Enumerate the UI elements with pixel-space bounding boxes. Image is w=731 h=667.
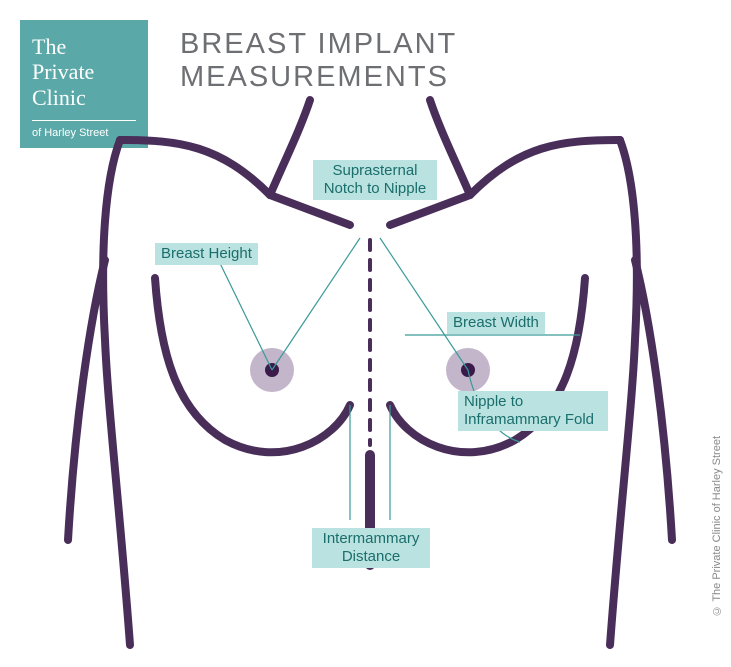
label-suprasternal-l1: Suprasternal — [332, 162, 417, 179]
copyright-text: © The Private Clinic of Harley Street — [711, 436, 723, 617]
label-suprasternal-l2: Notch to Nipple — [324, 180, 427, 197]
arm-outer-right — [635, 260, 672, 540]
logo-line-1: The — [32, 34, 66, 59]
label-intermammary: Intermammary Distance — [312, 528, 430, 568]
label-nipple-fold: Nipple to Inframammary Fold — [458, 391, 608, 431]
label-nipple-fold-l1: Nipple to — [464, 393, 523, 410]
label-intermammary-l2: Distance — [342, 548, 400, 565]
line-suprasternal-left — [272, 238, 360, 370]
arm-outer-left — [68, 260, 105, 540]
torso-side-left — [103, 140, 130, 645]
line-suprasternal-right — [380, 238, 468, 370]
logo-line-2: Private — [32, 59, 94, 84]
neck-left — [270, 100, 310, 195]
label-intermammary-l1: Intermammary — [323, 530, 420, 547]
shoulder-left — [120, 140, 270, 195]
shoulder-right — [470, 140, 620, 195]
line-breast-height — [215, 253, 272, 370]
label-breast-height: Breast Height — [155, 243, 258, 265]
label-nipple-fold-l2: Inframammary Fold — [464, 411, 594, 428]
label-suprasternal: Suprasternal Notch to Nipple — [313, 160, 437, 200]
measurement-diagram: Suprasternal Notch to Nipple Breast Heig… — [60, 90, 680, 650]
page-title: BREAST IMPLANT MEASUREMENTS — [180, 28, 731, 94]
torso-side-right — [610, 140, 637, 645]
label-breast-width: Breast Width — [447, 312, 545, 334]
